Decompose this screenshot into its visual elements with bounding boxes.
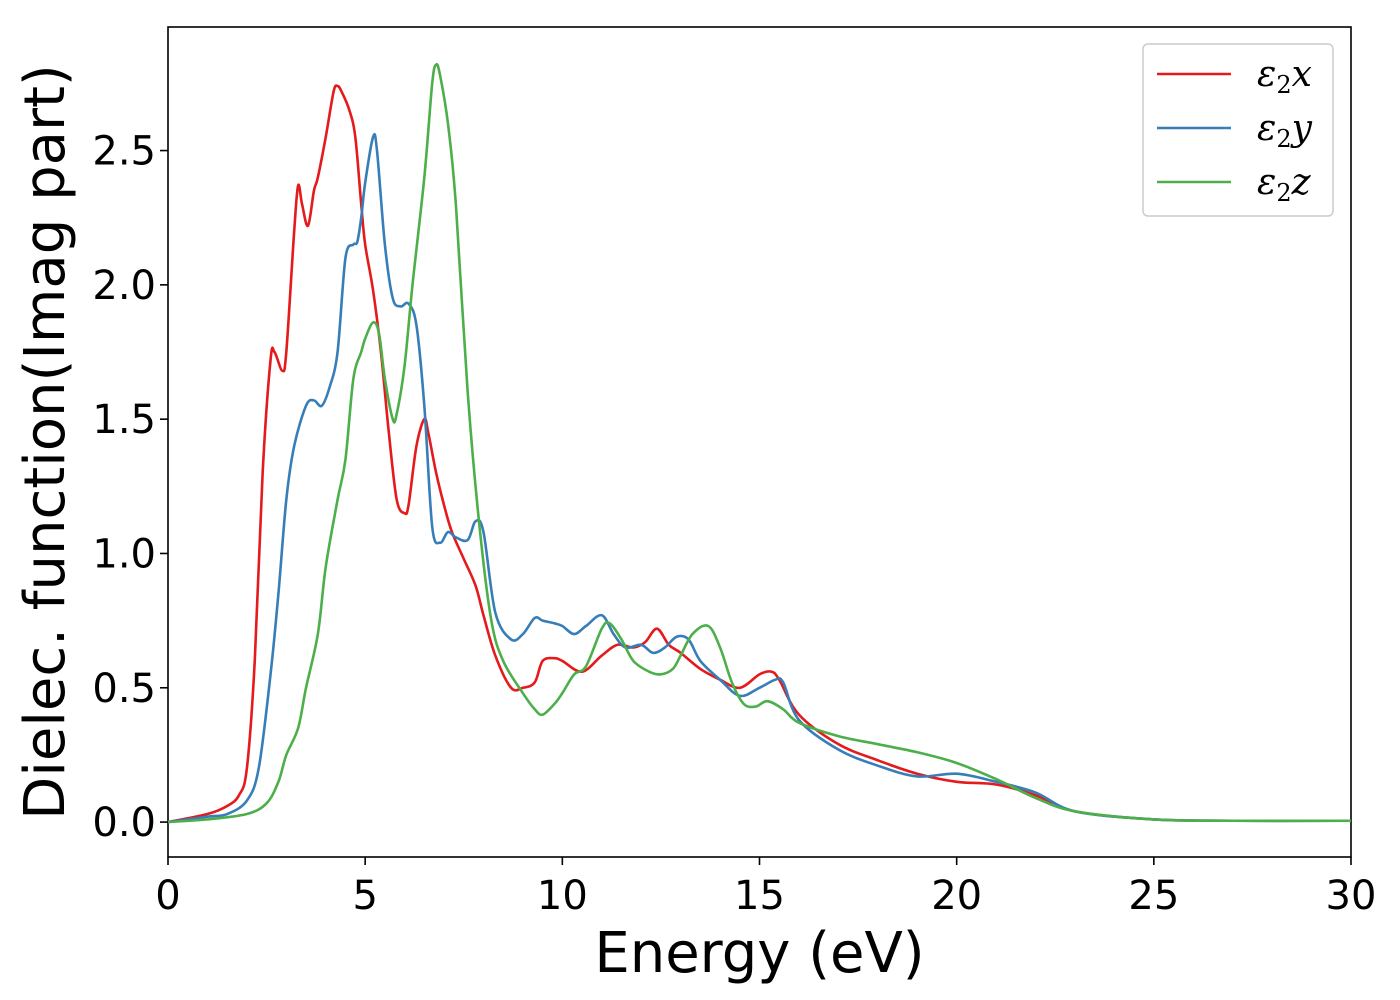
x-tick-label: 10 — [537, 873, 588, 919]
x-tick-label: 5 — [352, 873, 377, 919]
y-axis-ticks: 0.0 0.5 1.0 1.5 2.0 2.5 — [92, 129, 168, 846]
series-line-y — [167, 132, 1352, 824]
y-tick-label: 1.0 — [92, 531, 156, 577]
legend-label-z: ε2z — [1257, 162, 1312, 207]
x-axis-ticks: 0 5 10 15 20 25 30 — [155, 857, 1376, 919]
legend-label-y: ε2y — [1257, 108, 1313, 153]
y-tick-label: 2.0 — [92, 263, 156, 309]
legend-box — [1142, 43, 1334, 217]
x-tick-label: 20 — [931, 873, 982, 919]
x-tick-label: 30 — [1326, 873, 1377, 919]
y-tick-label: 0.0 — [92, 800, 156, 846]
y-tick-label: 0.5 — [92, 666, 156, 712]
x-tick-label: 15 — [734, 873, 785, 919]
y-tick-label: 2.5 — [92, 129, 156, 175]
x-tick-label: 0 — [155, 873, 180, 919]
legend-label-x: ε2x — [1257, 54, 1312, 99]
series-line-x — [167, 84, 1352, 824]
series-layer — [167, 62, 1352, 824]
series-line-z — [167, 62, 1352, 824]
y-axis-label: Dielec. function(Imag part) — [13, 64, 78, 820]
y-tick-label: 1.5 — [92, 397, 156, 443]
legend: ε2x ε2y ε2z — [1142, 43, 1334, 217]
x-axis-label: Energy (eV) — [594, 921, 924, 986]
x-tick-label: 25 — [1128, 873, 1179, 919]
